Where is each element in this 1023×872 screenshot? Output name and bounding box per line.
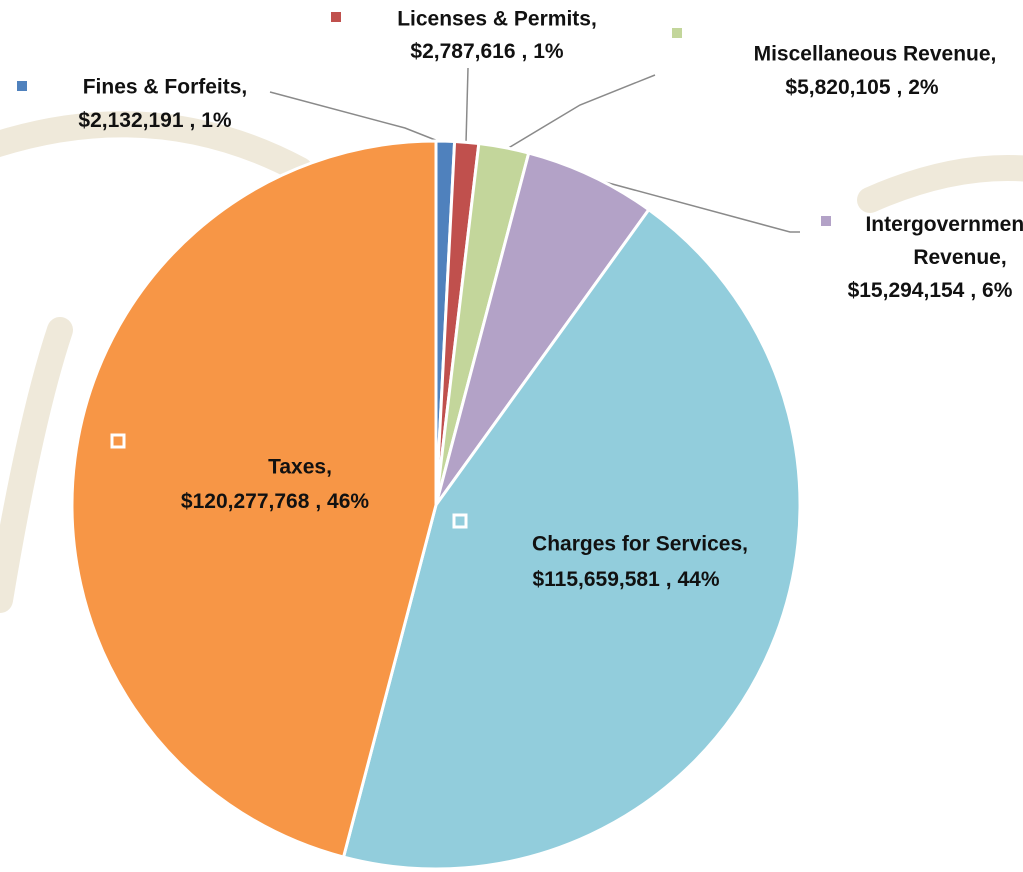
value-label-line: $5,820,105 , 2% — [785, 76, 938, 99]
category-label: Miscellaneous Revenue, — [754, 43, 997, 66]
background-swoosh — [0, 330, 60, 600]
value-label: $2,787,616 — [410, 40, 515, 63]
value-label: $5,820,105 — [785, 76, 890, 99]
background-swoosh — [870, 168, 1023, 200]
value-label-line: $115,659,581 , 44% — [532, 568, 719, 591]
category-label: Taxes, — [268, 456, 332, 479]
value-label: $2,132,191 — [78, 109, 183, 132]
leader-line — [466, 68, 468, 143]
chart: Fines & Forfeits, $2,132,191 , 1% Licenses … — [0, 0, 1023, 872]
percent-label: , 6% — [970, 279, 1012, 302]
value-label-line: $15,294,154, 6% — [848, 279, 1013, 302]
label-marker — [821, 216, 831, 226]
value-label-line: $2,132,191 , 1% — [78, 109, 231, 132]
value-label-line: $2,787,616 , 1% — [410, 40, 563, 63]
category-label: Intergovernmental Revenue, — [865, 213, 1023, 269]
value-label: $120,277,768 — [181, 490, 310, 513]
leader-line — [505, 75, 655, 150]
label-marker — [17, 81, 27, 91]
percent-label: , 46% — [315, 490, 369, 513]
percent-label: , 44% — [666, 568, 720, 591]
label-marker — [331, 12, 341, 22]
percent-label: , 2% — [897, 76, 939, 99]
category-label: Charges for Services, — [532, 533, 748, 556]
label-marker — [672, 28, 682, 38]
category-label: Licenses & Permits, — [397, 8, 597, 31]
percent-label: , 1% — [522, 40, 564, 63]
value-label: $115,659,581 — [532, 568, 660, 591]
value-label-line: $120,277,768, 46% — [181, 490, 369, 513]
leader-line — [270, 92, 443, 143]
category-label: Fines & Forfeits, — [83, 76, 248, 99]
percent-label: , 1% — [190, 109, 232, 132]
value-label: $15,294,154 — [848, 279, 965, 302]
